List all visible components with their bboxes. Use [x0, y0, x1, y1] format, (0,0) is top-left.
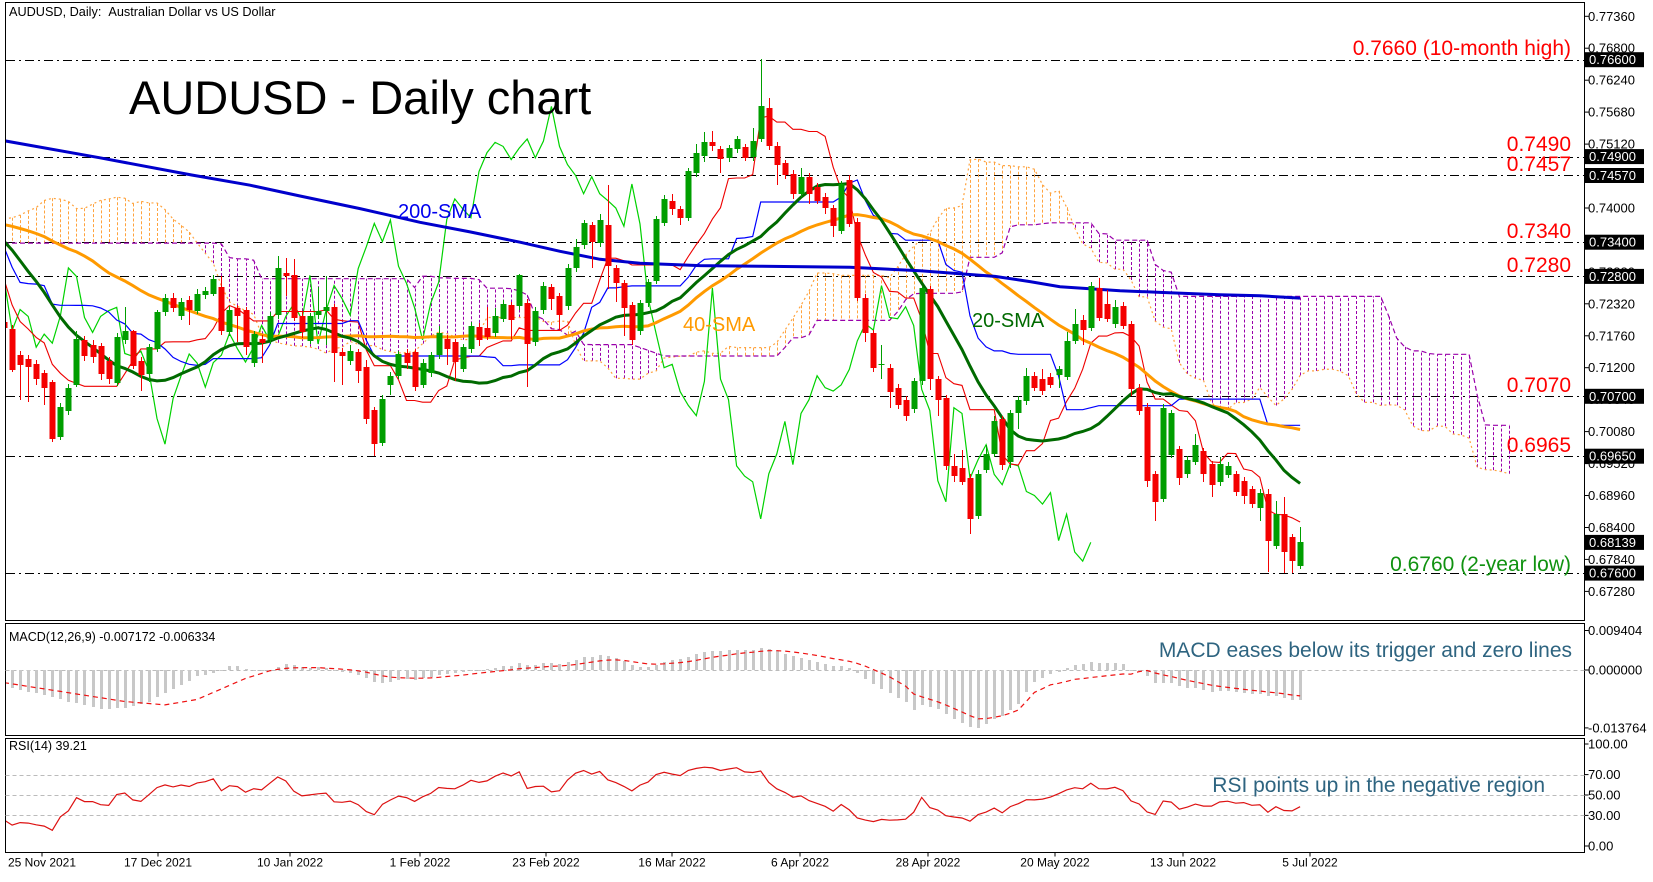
svg-text:0.00: 0.00	[1588, 839, 1613, 854]
svg-text:0.6965: 0.6965	[1507, 434, 1571, 457]
svg-text:0.74900: 0.74900	[1589, 149, 1636, 164]
svg-text:0.7280: 0.7280	[1507, 254, 1571, 277]
svg-text:0.67840: 0.67840	[1588, 552, 1635, 567]
svg-text:0.009404: 0.009404	[1588, 623, 1642, 638]
svg-text:0.71200: 0.71200	[1588, 360, 1635, 375]
svg-text:0.7660 (10-month high): 0.7660 (10-month high)	[1353, 37, 1571, 60]
svg-text:25 Nov 2021: 25 Nov 2021	[8, 856, 76, 870]
svg-text:0.74570: 0.74570	[1589, 168, 1636, 183]
svg-text:AUDUSD, Daily: Australian Dol: AUDUSD, Daily: Australian Dollar vs US D…	[9, 5, 276, 19]
svg-text:0.70080: 0.70080	[1588, 424, 1635, 439]
svg-text:1 Feb 2022: 1 Feb 2022	[390, 856, 451, 870]
svg-text:0.68400: 0.68400	[1588, 520, 1635, 535]
svg-text:6 Apr 2022: 6 Apr 2022	[771, 856, 829, 870]
svg-text:0.72800: 0.72800	[1589, 269, 1636, 284]
svg-text:0.7340: 0.7340	[1507, 220, 1571, 243]
svg-text:17 Dec 2021: 17 Dec 2021	[124, 856, 192, 870]
svg-text:0.7490: 0.7490	[1507, 133, 1571, 156]
svg-text:5 Jul 2022: 5 Jul 2022	[1282, 856, 1338, 870]
svg-text:0.67280: 0.67280	[1588, 584, 1635, 599]
svg-text:RSI(14) 39.21: RSI(14) 39.21	[9, 739, 87, 753]
svg-text:0.76240: 0.76240	[1588, 73, 1635, 88]
svg-text:16 Mar 2022: 16 Mar 2022	[638, 856, 706, 870]
svg-text:0.71760: 0.71760	[1588, 328, 1635, 343]
svg-text:MACD eases below its trigger a: MACD eases below its trigger and zero li…	[1159, 639, 1572, 662]
svg-text:0.73400: 0.73400	[1589, 235, 1636, 250]
svg-text:0.68960: 0.68960	[1588, 488, 1635, 503]
svg-text:13 Jun 2022: 13 Jun 2022	[1150, 856, 1216, 870]
svg-text:0.70700: 0.70700	[1589, 389, 1636, 404]
svg-text:0.72320: 0.72320	[1588, 296, 1635, 311]
svg-text:0.76600: 0.76600	[1589, 52, 1636, 67]
svg-text:0.000000: 0.000000	[1588, 663, 1642, 678]
svg-text:0.7457: 0.7457	[1507, 153, 1571, 176]
svg-text:0.75680: 0.75680	[1588, 105, 1635, 120]
svg-text:0.69650: 0.69650	[1589, 449, 1636, 464]
svg-text:0.6760 (2-year low): 0.6760 (2-year low)	[1390, 553, 1571, 576]
svg-text:20 May 2022: 20 May 2022	[1020, 856, 1090, 870]
svg-text:0.67600: 0.67600	[1589, 566, 1636, 581]
svg-text:0.77360: 0.77360	[1588, 9, 1635, 24]
svg-text:70.00: 70.00	[1588, 767, 1621, 782]
svg-text:10 Jan 2022: 10 Jan 2022	[257, 856, 323, 870]
svg-text:23 Feb 2022: 23 Feb 2022	[512, 856, 580, 870]
svg-text:0.76800: 0.76800	[1588, 41, 1635, 56]
svg-text:40-SMA: 40-SMA	[683, 314, 756, 336]
svg-text:50.00: 50.00	[1588, 788, 1621, 803]
svg-text:-0.013764: -0.013764	[1588, 720, 1647, 735]
svg-text:0.74000: 0.74000	[1588, 201, 1635, 216]
svg-text:MACD(12,26,9) -0.007172 -0.006: MACD(12,26,9) -0.007172 -0.006334	[9, 630, 215, 644]
svg-text:28 Apr 2022: 28 Apr 2022	[896, 856, 961, 870]
svg-text:200-SMA: 200-SMA	[398, 201, 482, 223]
svg-text:0.7070: 0.7070	[1507, 374, 1571, 397]
svg-text:RSI points up in the negative: RSI points up in the negative region	[1212, 774, 1545, 797]
svg-text:20-SMA: 20-SMA	[972, 310, 1045, 332]
svg-text:0.68139: 0.68139	[1589, 535, 1636, 550]
svg-text:0.75120: 0.75120	[1588, 137, 1635, 152]
svg-text:30.00: 30.00	[1588, 808, 1621, 823]
svg-text:AUDUSD - Daily chart: AUDUSD - Daily chart	[129, 71, 591, 124]
svg-text:100.00: 100.00	[1588, 737, 1628, 752]
